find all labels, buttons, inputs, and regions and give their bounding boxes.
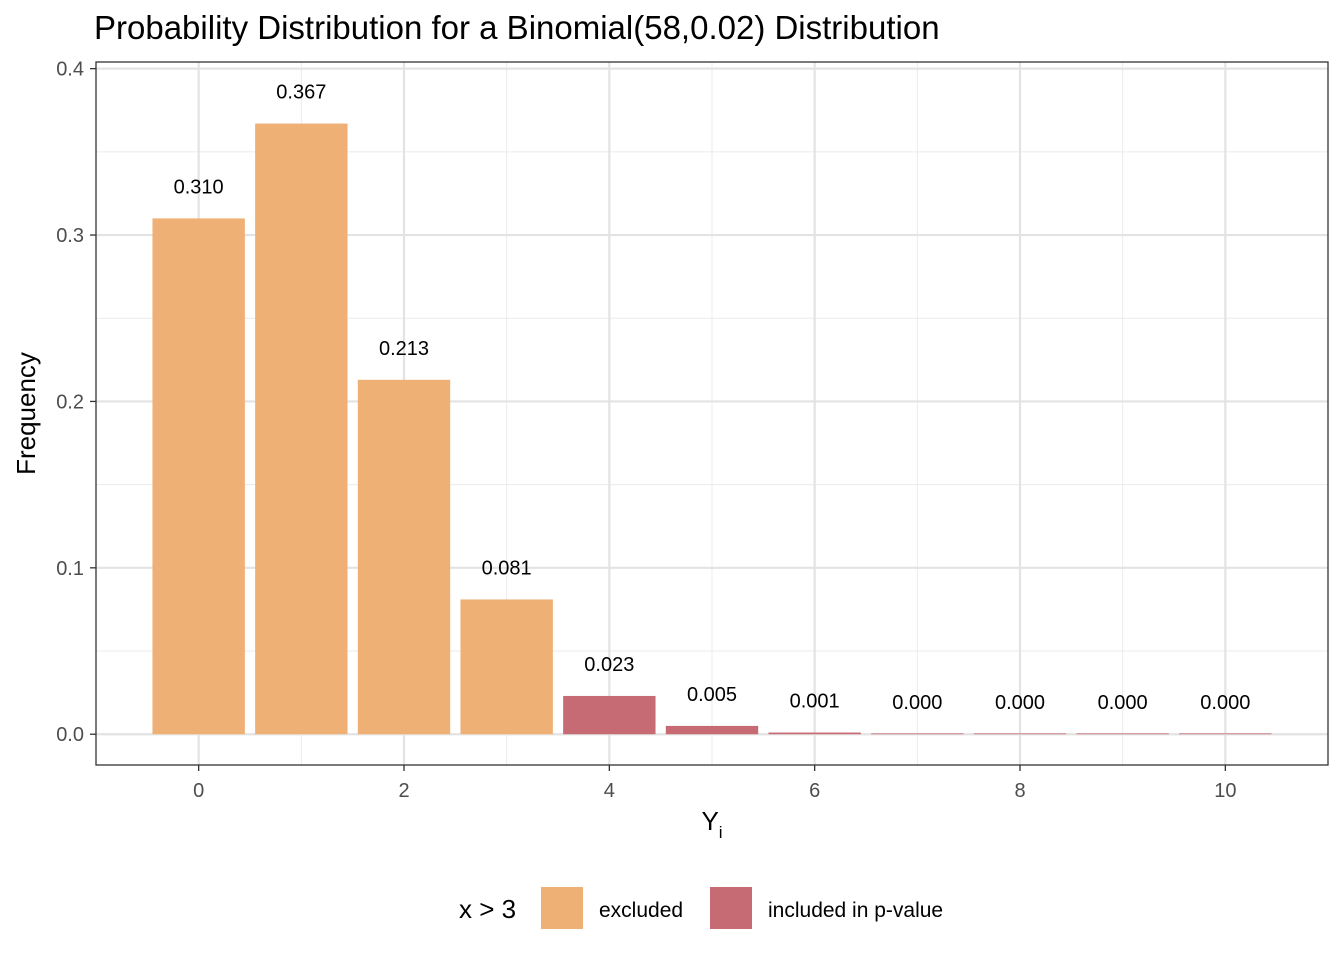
bar-value-label: 0.367 [276,82,326,104]
bar-value-label: 0.001 [790,691,840,713]
y-tick-label: 0.0 [56,724,84,746]
x-tick-label: 4 [604,780,615,802]
x-tick-label: 6 [809,780,820,802]
bar-value-label: 0.000 [995,692,1045,714]
y-tick-label: 0.1 [56,558,84,580]
bar [255,123,348,735]
bar [973,733,1067,735]
bar [1076,733,1169,735]
y-tick-label: 0.3 [56,225,84,247]
bar-value-label: 0.023 [584,654,634,676]
bar [768,732,861,735]
bar-labels: 0.310 0.367 0.213 0.081 0.023 0.005 0.001 0.000… [174,82,1251,715]
x-axis-title: Yi [701,806,722,842]
bar-value-label: 0.213 [379,338,429,360]
y-tick-label: 0.4 [56,59,84,81]
bar [1179,733,1272,735]
legend-item-label: included in p-value [768,899,943,922]
x-tick-label: 0 [193,780,204,802]
x-axis-title-main: Y [701,806,718,836]
panel-border [95,61,1329,766]
x-tick-label: 10 [1214,780,1236,802]
bar [563,695,656,735]
bar [665,725,759,735]
legend-key [541,887,583,929]
y-axis-title: Frequency [11,352,41,475]
bar [460,599,553,735]
legend-item-label: excluded [599,899,683,922]
bar-value-label: 0.310 [174,176,224,198]
x-tick-label: 2 [398,780,409,802]
legend: x > 3 excluded included in p-value [459,887,943,929]
bars [152,123,1272,735]
x-axis-ticks: 0 2 4 6 8 10 [193,765,1236,802]
bar-value-label: 0.000 [1200,692,1250,714]
bar-value-label: 0.000 [892,692,942,714]
x-tick-label: 8 [1014,780,1025,802]
x-axis-title-subscript: i [719,823,723,842]
bar-value-label: 0.000 [1098,692,1148,714]
bar-value-label: 0.005 [687,684,737,706]
bar-value-label: 0.081 [482,557,532,579]
bar [871,733,964,735]
chart-title: Probability Distribution for a Binomial(… [94,9,940,46]
bar [357,379,451,735]
legend-title: x > 3 [459,894,516,924]
y-axis-ticks: 0.0 0.1 0.2 0.3 0.4 [56,59,96,746]
y-tick-label: 0.2 [56,391,84,413]
legend-key [710,887,752,929]
bar [152,218,245,735]
